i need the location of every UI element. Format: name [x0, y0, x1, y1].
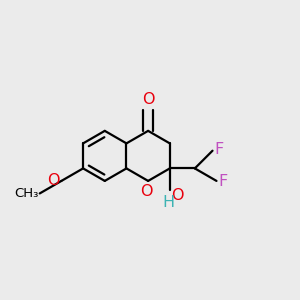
Text: O: O	[140, 184, 153, 200]
Text: F: F	[219, 174, 228, 189]
Text: H: H	[162, 195, 174, 210]
Text: O: O	[142, 92, 155, 106]
Text: O: O	[171, 188, 184, 203]
Text: CH₃: CH₃	[14, 187, 38, 200]
Text: O: O	[47, 173, 60, 188]
Text: F: F	[215, 142, 224, 157]
